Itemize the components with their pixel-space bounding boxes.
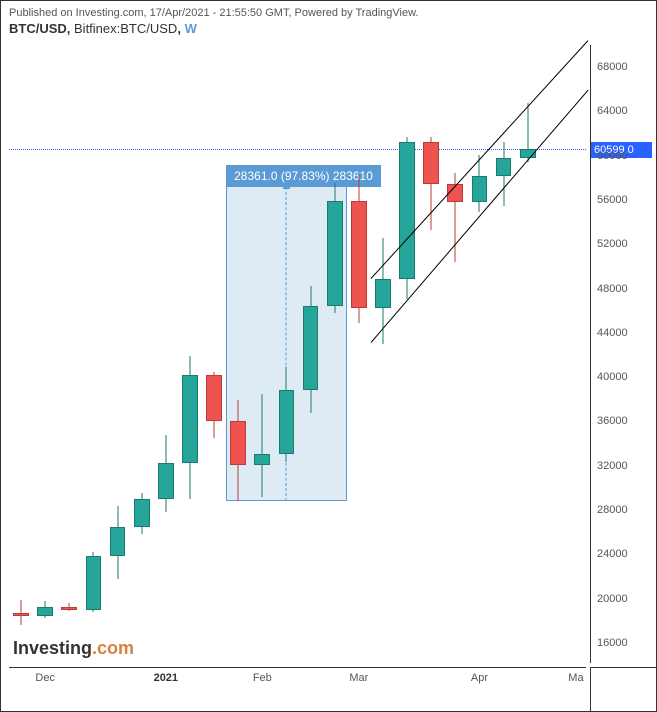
candle[interactable] <box>110 506 126 579</box>
axis-corner <box>590 667 656 711</box>
x-tick-label: Dec <box>35 672 55 684</box>
y-tick-label: 52000 <box>597 238 628 250</box>
y-tick-label: 44000 <box>597 327 628 339</box>
chart-header: Published on Investing.com, 17/Apr/2021 … <box>1 1 656 21</box>
x-tick-label: 2021 <box>154 672 178 684</box>
candle[interactable] <box>182 356 198 499</box>
candle-body <box>37 607 53 616</box>
candle-body <box>230 421 246 464</box>
candle-body <box>447 184 463 202</box>
y-tick-label: 32000 <box>597 460 628 472</box>
y-axis: 16000 20000 24000 28000 32000 36000 40000 44000… <box>590 45 656 663</box>
candle-body <box>13 613 29 616</box>
y-tick-label: 48000 <box>597 283 628 295</box>
investing-logo: Investing.com <box>13 638 134 659</box>
y-tick-label: 56000 <box>597 194 628 206</box>
candle[interactable] <box>86 552 102 612</box>
y-tick-label: 68000 <box>597 61 628 73</box>
candle-body <box>375 279 391 309</box>
candle[interactable] <box>61 603 77 611</box>
candle[interactable] <box>303 286 319 412</box>
candle[interactable] <box>254 394 270 497</box>
candle-body <box>86 556 102 609</box>
symbol: BTC/USD <box>9 21 67 36</box>
exchange: Bitfinex:BTC/USD <box>74 21 177 36</box>
candle[interactable] <box>327 183 343 313</box>
candle-body <box>254 454 270 465</box>
candle-body <box>496 158 512 176</box>
x-tick-label: Ma <box>568 672 583 684</box>
candle[interactable] <box>399 137 415 299</box>
candle[interactable] <box>37 601 53 619</box>
candle[interactable] <box>13 600 29 625</box>
candle[interactable] <box>279 367 295 462</box>
y-tick-label: 60000 <box>597 150 628 162</box>
chart-title-row: BTC/USD, Bitfinex:BTC/USD, W <box>1 21 656 40</box>
candle-body <box>158 463 174 498</box>
candle-body <box>399 142 415 278</box>
candle[interactable] <box>496 142 512 205</box>
candle-body <box>303 306 319 390</box>
candle-body <box>279 390 295 453</box>
logo-part2: .com <box>92 638 134 658</box>
candle-body <box>327 201 343 306</box>
candle[interactable] <box>206 372 222 438</box>
published-text: Published on Investing.com, 17/Apr/2021 … <box>9 7 418 19</box>
candle-body <box>351 201 367 308</box>
chart-plot-area[interactable]: 28361.0 (97.83%) 28361060599.0 <box>9 45 586 663</box>
candle-wick <box>262 394 263 497</box>
timeframe: W <box>185 21 197 36</box>
candle-body <box>182 375 198 464</box>
x-axis: Dec 2021 Feb Mar Apr Ma <box>9 667 586 711</box>
y-tick-label: 20000 <box>597 593 628 605</box>
candle-body <box>134 499 150 527</box>
candle[interactable] <box>158 435 174 513</box>
candle-body <box>472 176 488 203</box>
candle-body <box>206 375 222 422</box>
y-tick-label: 16000 <box>597 637 628 649</box>
y-tick-label: 64000 <box>597 105 628 117</box>
candle[interactable] <box>134 493 150 534</box>
y-tick-label: 40000 <box>597 371 628 383</box>
candle[interactable] <box>230 400 246 501</box>
candle-body <box>423 142 439 184</box>
logo-part1: Investing <box>13 638 92 658</box>
y-tick-label: 24000 <box>597 548 628 560</box>
y-tick-label: 36000 <box>597 415 628 427</box>
candle[interactable] <box>351 175 367 323</box>
x-tick-label: Mar <box>349 672 368 684</box>
x-tick-label: Apr <box>471 672 488 684</box>
candle-body <box>61 607 77 609</box>
candle-body <box>110 527 126 557</box>
chart-container: Published on Investing.com, 17/Apr/2021 … <box>0 0 657 712</box>
y-tick-label: 28000 <box>597 504 628 516</box>
x-tick-label: Feb <box>253 672 272 684</box>
